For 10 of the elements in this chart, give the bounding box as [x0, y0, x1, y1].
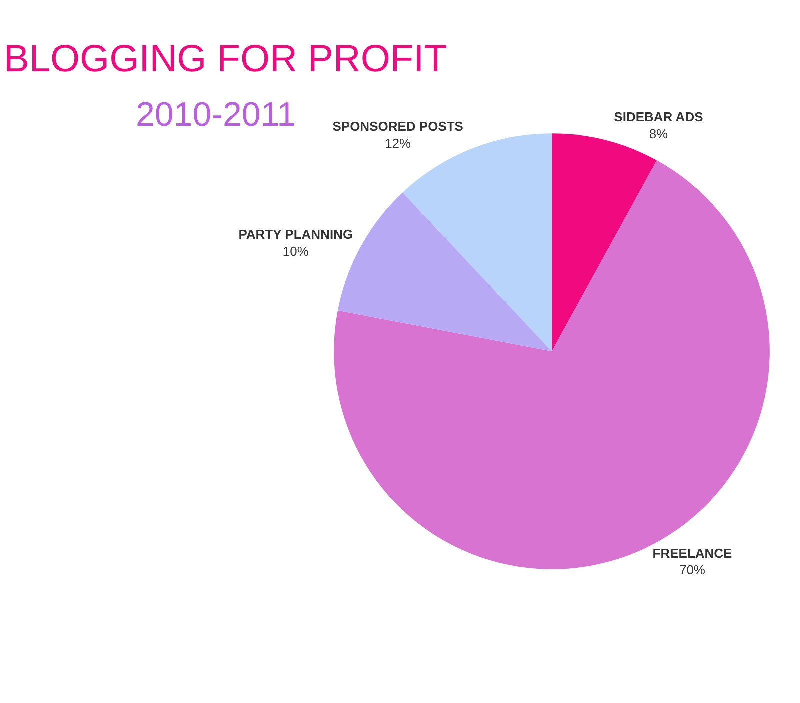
chart-title: BLOGGING FOR PROFIT [4, 38, 448, 81]
slice-label: PARTY PLANNING [238, 226, 354, 242]
data-label: 12% [385, 136, 412, 152]
slice-label: SIDEBAR ADS [614, 110, 704, 125]
data-label: 8% [649, 126, 669, 142]
slice-label: FREELANCE [652, 546, 733, 561]
chart-subtitle: 2010-2011 [136, 96, 296, 134]
data-label: 10% [282, 244, 310, 259]
data-label: 70% [679, 562, 706, 578]
slice-label: SPONSORED POSTS [332, 119, 464, 134]
